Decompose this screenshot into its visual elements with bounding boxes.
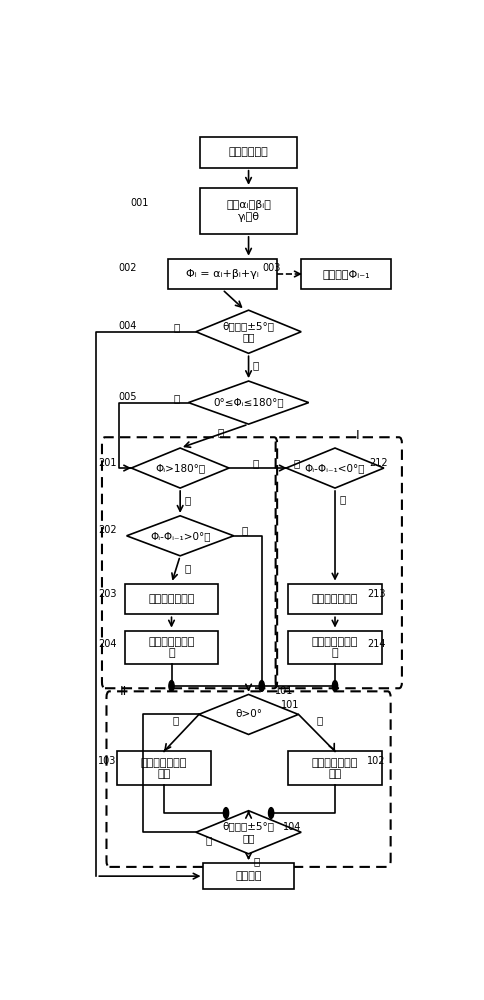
Text: 203: 203 bbox=[98, 589, 117, 599]
Text: 否: 否 bbox=[206, 835, 212, 845]
Circle shape bbox=[332, 681, 337, 691]
Text: Φᵢ-Φᵢ₋₁<0°？: Φᵢ-Φᵢ₋₁<0°？ bbox=[304, 463, 364, 473]
Circle shape bbox=[258, 681, 264, 691]
Text: θ>0°: θ>0° bbox=[235, 709, 261, 719]
FancyBboxPatch shape bbox=[287, 751, 381, 785]
FancyBboxPatch shape bbox=[203, 863, 293, 889]
Text: 202: 202 bbox=[98, 525, 117, 535]
Text: 是: 是 bbox=[316, 716, 322, 726]
Text: Φᵢ = αᵢ+βᵢ+γᵢ: Φᵢ = αᵢ+βᵢ+γᵢ bbox=[185, 269, 258, 279]
FancyBboxPatch shape bbox=[287, 584, 381, 614]
Text: 臂架开始动作: 臂架开始动作 bbox=[228, 147, 268, 157]
Text: 限制三臂架回落: 限制三臂架回落 bbox=[311, 594, 358, 604]
Text: θ是否在±5°范
围内: θ是否在±5°范 围内 bbox=[222, 821, 274, 843]
FancyBboxPatch shape bbox=[124, 631, 218, 664]
Text: 004: 004 bbox=[118, 321, 136, 331]
Text: 104: 104 bbox=[282, 822, 301, 832]
Text: 否: 否 bbox=[293, 458, 300, 468]
FancyBboxPatch shape bbox=[301, 259, 391, 289]
Text: I: I bbox=[355, 429, 359, 442]
Text: 选择任一臂架举
升: 选择任一臂架举 升 bbox=[311, 637, 358, 658]
Text: 002: 002 bbox=[118, 263, 136, 273]
Text: 204: 204 bbox=[98, 639, 117, 649]
FancyBboxPatch shape bbox=[167, 259, 276, 289]
Text: 限制三臂架举升: 限制三臂架举升 bbox=[148, 594, 194, 604]
Text: 101: 101 bbox=[280, 700, 299, 710]
Text: Φᵢ>180°？: Φᵢ>180°？ bbox=[155, 463, 205, 473]
Text: 调平换向阀左位
得电: 调平换向阀左位 得电 bbox=[140, 758, 187, 779]
Text: 调平结束: 调平结束 bbox=[235, 871, 261, 881]
Circle shape bbox=[268, 808, 273, 818]
Text: 214: 214 bbox=[366, 639, 385, 649]
Text: 101: 101 bbox=[274, 686, 293, 696]
Text: 否: 否 bbox=[252, 458, 258, 468]
FancyBboxPatch shape bbox=[199, 188, 297, 234]
Text: 是: 是 bbox=[253, 856, 259, 866]
Text: 采集αᵢ、βᵢ、
γᵢ、θ: 采集αᵢ、βᵢ、 γᵢ、θ bbox=[226, 200, 271, 222]
Text: 是: 是 bbox=[184, 495, 190, 505]
Text: 调平换向阀右位
得电: 调平换向阀右位 得电 bbox=[311, 758, 358, 779]
Text: 103: 103 bbox=[98, 756, 117, 766]
Text: 102: 102 bbox=[366, 756, 385, 766]
Text: 否: 否 bbox=[253, 361, 258, 371]
Text: 201: 201 bbox=[98, 458, 117, 468]
Polygon shape bbox=[131, 448, 228, 488]
Polygon shape bbox=[126, 516, 233, 556]
FancyBboxPatch shape bbox=[287, 631, 381, 664]
Text: 否: 否 bbox=[217, 428, 223, 438]
Text: 0°≤Φᵢ≤180°？: 0°≤Φᵢ≤180°？ bbox=[213, 398, 283, 408]
Text: 移位寄存Φᵢ₋₁: 移位寄存Φᵢ₋₁ bbox=[322, 269, 369, 279]
Text: 否: 否 bbox=[241, 525, 247, 535]
Polygon shape bbox=[196, 811, 301, 854]
Circle shape bbox=[223, 808, 228, 818]
Text: 是: 是 bbox=[173, 322, 179, 332]
Text: θ是否在±5°范
围内: θ是否在±5°范 围内 bbox=[222, 321, 274, 343]
Text: 003: 003 bbox=[261, 263, 280, 273]
Circle shape bbox=[168, 681, 174, 691]
Text: II: II bbox=[120, 685, 127, 698]
Text: 是: 是 bbox=[339, 494, 345, 504]
Text: 005: 005 bbox=[118, 392, 136, 402]
Polygon shape bbox=[196, 310, 301, 353]
Text: Φᵢ-Φᵢ₋₁>0°？: Φᵢ-Φᵢ₋₁>0°？ bbox=[150, 531, 210, 541]
Text: 213: 213 bbox=[366, 589, 385, 599]
Text: 否: 否 bbox=[172, 716, 178, 726]
Text: 是: 是 bbox=[184, 563, 190, 573]
Text: 212: 212 bbox=[368, 458, 387, 468]
FancyBboxPatch shape bbox=[199, 137, 297, 168]
Polygon shape bbox=[286, 448, 383, 488]
Text: 选择任一臂架回
落: 选择任一臂架回 落 bbox=[148, 637, 194, 658]
Polygon shape bbox=[188, 381, 308, 424]
FancyBboxPatch shape bbox=[117, 751, 211, 785]
Text: 001: 001 bbox=[130, 198, 149, 208]
FancyBboxPatch shape bbox=[124, 584, 218, 614]
Polygon shape bbox=[198, 694, 298, 734]
Text: 是: 是 bbox=[173, 393, 179, 403]
